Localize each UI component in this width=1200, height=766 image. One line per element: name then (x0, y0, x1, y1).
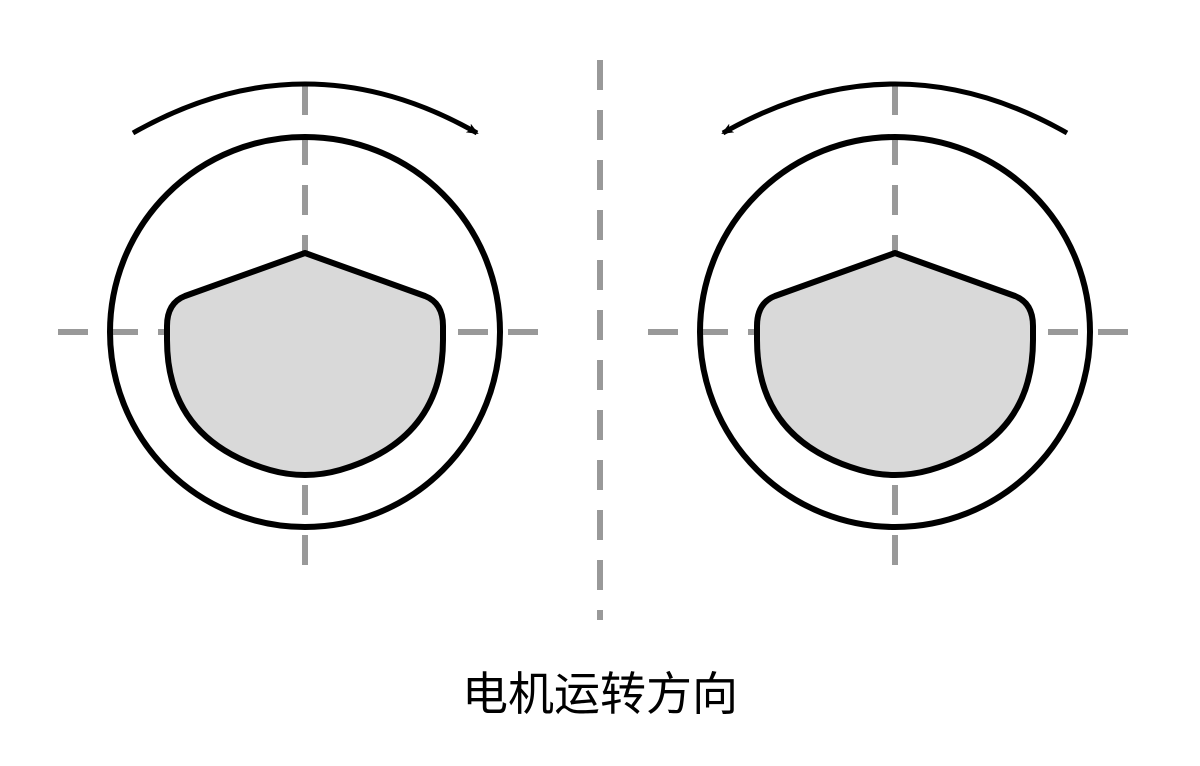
motor-direction-diagram: 电机运转方向 (0, 0, 1200, 766)
diagram-title: 电机运转方向 (462, 668, 738, 720)
motor-right (648, 84, 1142, 579)
motor-left (58, 84, 552, 579)
motor-left-rotor-shape (167, 253, 443, 475)
motor-right-rotor-shape (757, 253, 1033, 475)
